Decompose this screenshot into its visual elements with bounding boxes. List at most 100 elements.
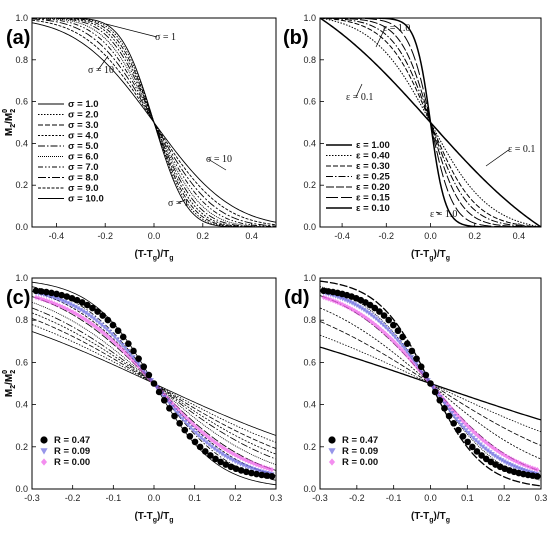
data-point [413,361,419,367]
y-tick-label: 0.2 [15,442,28,452]
data-point [366,311,372,316]
data-point [253,470,260,478]
data-point [198,428,204,434]
x-tick-label: -0.3 [24,493,40,503]
panel-label: (d) [284,287,310,309]
data-point [133,360,138,367]
x-tick-label: 0.3 [270,493,283,503]
curve-annotation: σ = 1 [168,198,189,209]
data-point [49,299,54,306]
data-point [232,459,238,465]
data-point [497,449,502,455]
data-point [473,430,478,437]
data-point [201,438,207,443]
data-point [354,303,360,309]
data-point [373,322,379,328]
legend: σ = 1.0σ = 2.0σ = 3.0σ = 4.0σ = 5.0σ = 6… [38,99,104,205]
data-point [167,401,173,407]
curve-annotation: ε = 1.0 [383,23,410,34]
data-point [209,437,214,443]
data-point [117,340,123,345]
data-point [171,412,178,420]
plot-area [32,281,276,486]
data-point [104,316,112,324]
annotation-leader [375,27,386,48]
data-point [83,311,89,316]
x-tick-label: 0.0 [424,493,437,503]
data-point [501,459,507,465]
data-point [89,304,96,312]
data-point [392,340,398,346]
legend-label: σ = 4.0 [68,131,99,142]
legend: ε = 1.00ε = 0.40ε = 0.30ε = 0.25ε = 0.20… [326,140,391,214]
data-point [403,340,411,347]
data-point [212,455,219,463]
legend-label: R = 0.00 [342,457,378,468]
data-point [62,305,68,311]
data-point [115,342,120,348]
panel-d: -0.3 -0.2 -0.1 0.0 0.1 0.2 0.3 0.0 0.2 0.4 0.6 0.8 1… [2,273,547,524]
data-point [371,304,379,312]
data-point [380,312,388,319]
data-point [494,455,500,460]
data-point [263,472,271,479]
data-point [422,371,430,379]
panel-label: (c) [6,287,30,309]
data-point [382,324,388,330]
y-axis-label: M2/M20 [2,370,17,397]
data-point [383,330,388,337]
data-point [503,460,510,466]
data-point [513,458,519,464]
annotation-leader [97,55,109,71]
x-tick-label: 0.4 [245,231,258,241]
x-axis-label: (T-Tg)/Tg [411,511,450,524]
x-tick-label: -0.3 [312,493,328,503]
y-tick-label: 0.4 [15,400,28,410]
model-curve [320,280,541,487]
y-tick-label: 0.2 [303,442,316,452]
data-point [40,448,48,455]
y-tick-label: 1.0 [15,13,28,23]
legend-label: σ = 2.0 [68,110,99,121]
data-point [399,347,405,353]
data-point [106,329,113,335]
data-point [361,307,367,313]
x-tick-label: -0.2 [65,493,81,503]
data-point [492,446,497,452]
legend-label: ε = 0.40 [356,151,390,162]
data-point [535,467,540,473]
data-point [399,343,405,348]
y-tick-label: 0.8 [15,55,28,65]
data-point [177,414,183,419]
data-point [190,428,196,433]
data-point [224,455,230,460]
data-point [227,463,235,471]
data-point [191,438,199,446]
y-tick-label: 0.4 [303,138,316,148]
data-point [182,419,189,425]
data-point [84,301,91,309]
y-tick-label: 0.4 [15,138,28,148]
data-point [63,293,71,300]
data-point [160,396,168,404]
data-point [135,361,141,367]
data-point [389,332,396,337]
data-point [107,335,112,341]
legend-label: σ = 7.0 [68,162,99,173]
data-point [209,444,215,450]
panel-b: -0.4 -0.2 0.0 0.2 0.4 0.0 0.2 0.4 0.6 0.8 1.0 (T-Tg… [2,13,542,262]
y-tick-label: 1.0 [303,13,316,23]
curve-annotation: ε = 0.1 [508,144,535,155]
data-point [378,326,383,332]
data-point [135,355,142,362]
data-point [193,430,199,436]
data-point [57,303,62,309]
data-point [484,448,491,454]
data-point [246,458,251,464]
y-tick-label: 0.2 [15,180,28,190]
data-point [122,346,128,351]
data-point [449,406,455,412]
data-point [43,288,50,296]
data-point [347,299,353,305]
legend-label: ε = 0.25 [356,172,391,183]
